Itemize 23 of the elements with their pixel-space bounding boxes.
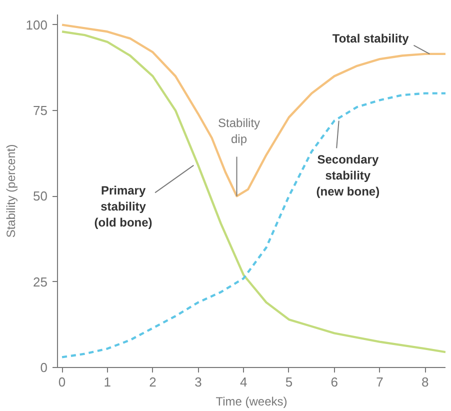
annotation: Total stability bbox=[332, 31, 410, 46]
line-series bbox=[60, 24, 446, 198]
y-tick-label: 100 bbox=[26, 17, 48, 32]
y-axis-title: Stability (percent) bbox=[4, 144, 18, 238]
x-tick-label: 8 bbox=[421, 374, 429, 390]
x-tick-label: 1 bbox=[104, 374, 112, 390]
x-tick-label: 6 bbox=[330, 374, 338, 390]
x-tick-label: 7 bbox=[376, 374, 384, 390]
annotation: Secondary stability (new bone) bbox=[316, 152, 380, 199]
x-tick-label: 4 bbox=[240, 374, 248, 390]
line-series bbox=[60, 30, 446, 354]
y-tick-label: 75 bbox=[33, 102, 48, 118]
y-tick-label: 0 bbox=[40, 360, 48, 375]
annotation: Stability dip bbox=[218, 116, 260, 146]
x-tick-label: 2 bbox=[149, 374, 156, 390]
annotation: Primary stability (old bone) bbox=[94, 183, 152, 230]
x-axis-title: Time (weeks) bbox=[216, 394, 288, 408]
y-tick-label: 50 bbox=[33, 188, 48, 204]
x-tick-label: 0 bbox=[58, 374, 66, 390]
y-tick-label: 25 bbox=[33, 274, 48, 290]
x-tick-label: 5 bbox=[285, 374, 293, 390]
line-series bbox=[60, 92, 446, 358]
x-tick-label: 3 bbox=[194, 374, 202, 390]
